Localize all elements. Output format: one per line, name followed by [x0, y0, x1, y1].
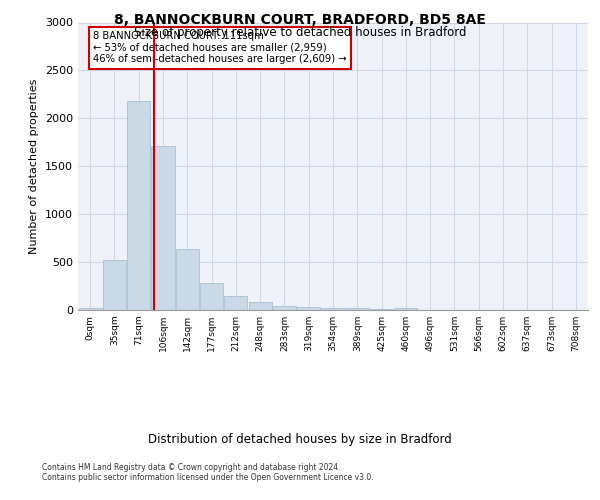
Bar [200, 282, 223, 310]
Bar [370, 308, 393, 310]
Text: 8, BANNOCKBURN COURT, BRADFORD, BD5 8AE: 8, BANNOCKBURN COURT, BRADFORD, BD5 8AE [114, 12, 486, 26]
Text: Size of property relative to detached houses in Bradford: Size of property relative to detached ho… [134, 26, 466, 39]
Bar [103, 260, 126, 310]
Bar [224, 296, 247, 310]
Bar [394, 308, 418, 310]
Bar [151, 146, 175, 310]
Text: Contains HM Land Registry data © Crown copyright and database right 2024.
Contai: Contains HM Land Registry data © Crown c… [42, 462, 374, 482]
Bar [79, 308, 101, 310]
Bar [176, 248, 199, 310]
Bar [322, 308, 344, 310]
Bar [297, 306, 320, 310]
Y-axis label: Number of detached properties: Number of detached properties [29, 78, 40, 254]
Text: Distribution of detached houses by size in Bradford: Distribution of detached houses by size … [148, 432, 452, 446]
Bar [248, 302, 272, 310]
Text: 8 BANNOCKBURN COURT: 111sqm
← 53% of detached houses are smaller (2,959)
46% of : 8 BANNOCKBURN COURT: 111sqm ← 53% of det… [94, 31, 347, 64]
Bar [346, 308, 369, 310]
Bar [273, 306, 296, 310]
Bar [127, 101, 150, 310]
